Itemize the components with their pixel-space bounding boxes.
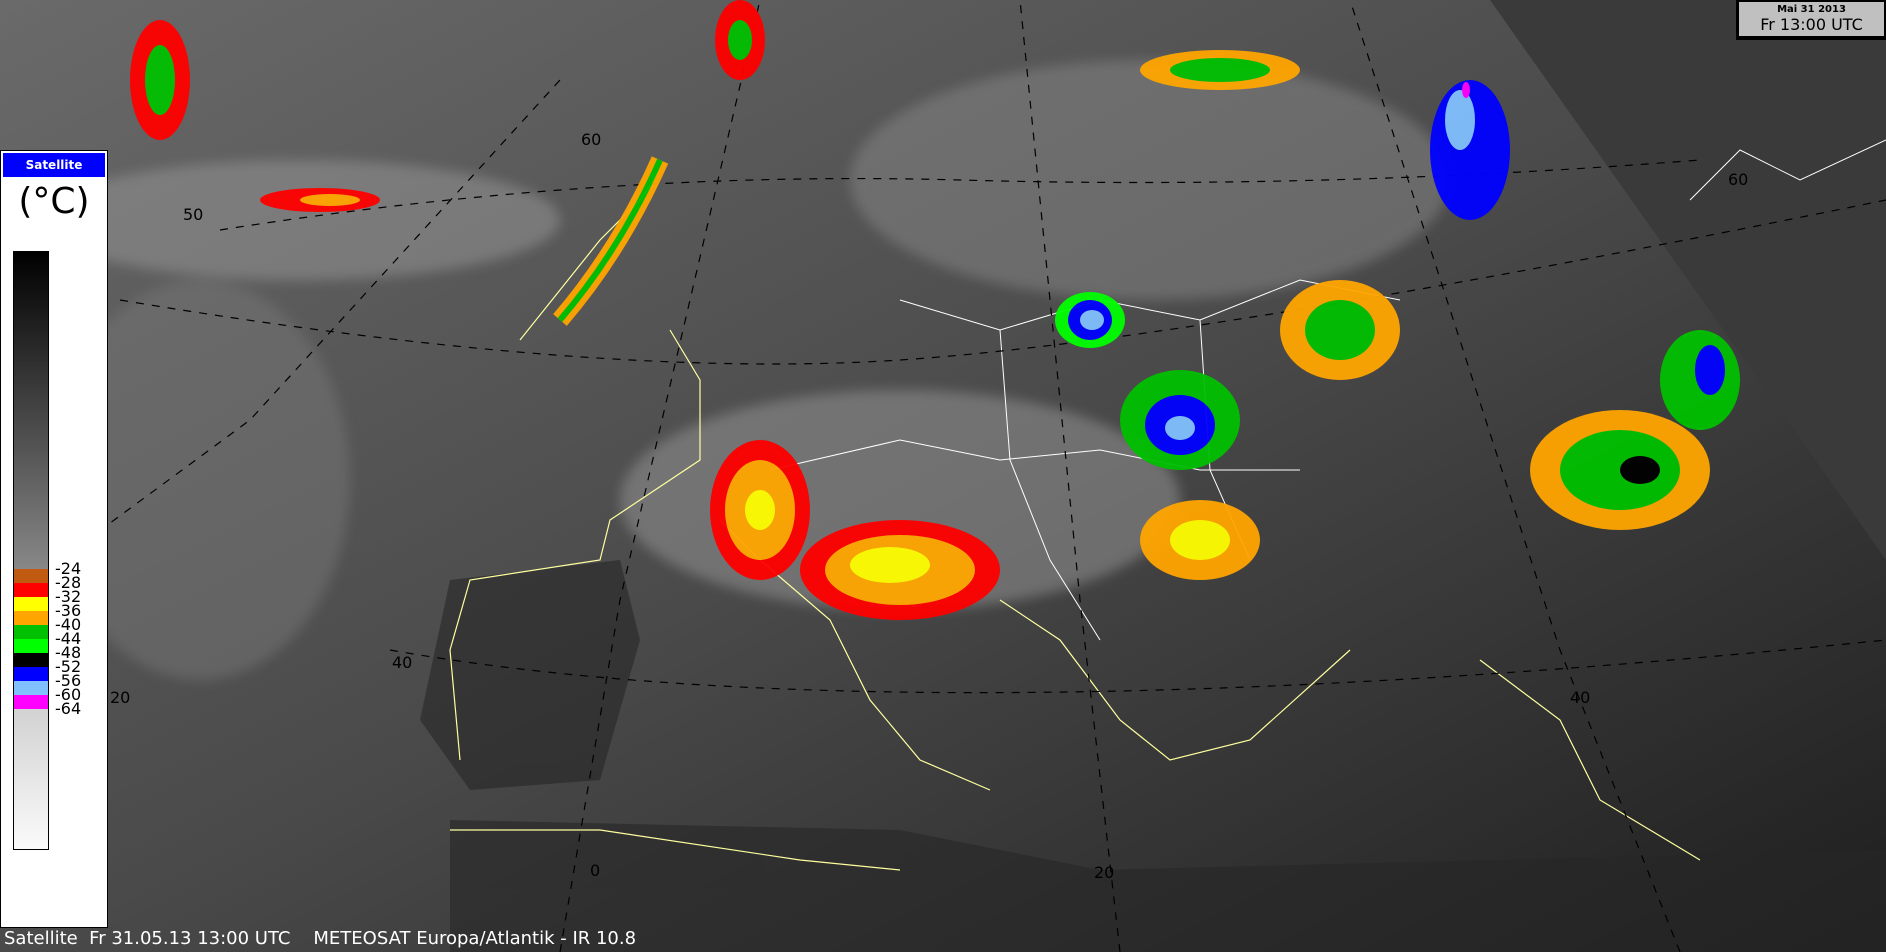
legend-swatch-light [14,709,48,849]
legend-swatch [14,569,48,583]
legend-swatch [14,681,48,695]
image-caption: Satellite Fr 31.05.13 13:00 UTC METEOSAT… [4,928,637,949]
legend-swatch [14,695,48,709]
grid-label-lat: 60 [1728,170,1749,189]
time-label: Fr 13:00 UTC [1760,15,1863,34]
no-data-region [1490,0,1886,560]
grayscale-ramp [13,251,49,570]
legend-label: -32 [55,587,82,606]
legend-label: -48 [55,643,82,662]
grid-label-lon: 20 [1094,863,1115,882]
legend-labels: -24 -28 -32 -36 -40 -44 -48 -52 -56 -60 -64 [55,559,82,718]
cold-cloud-tops [130,0,1740,620]
legend-label: -36 [55,601,82,620]
color-steps [13,569,49,850]
legend-label: -56 [55,671,82,690]
grid-label-lat: 60 [581,130,602,149]
time-box: Mai 31 2013 Fr 13:00 UTC [1736,0,1886,40]
date-label: Mai 31 2013 [1777,4,1846,15]
legend-swatch [14,583,48,597]
graticule [59,0,1886,952]
legend-label: -52 [55,657,82,676]
color-legend: Satellite (°C) -24 -28 -32 -36 -40 -44 -48 -52-… [0,150,108,928]
legend-swatch [14,625,48,639]
legend-title: Satellite [3,153,105,177]
grid-label-lat: 40 [1570,688,1591,707]
grid-label-lat: 40 [392,653,413,672]
grid-label-lon: 0 [590,861,601,880]
legend-label: -28 [55,573,82,592]
grid-label-lon: 20 [110,688,131,707]
legend-label: -40 [55,615,82,634]
legend-label: -64 [55,699,82,718]
grid-label-lat: 50 [183,205,204,224]
legend-swatch [14,639,48,653]
borders [769,139,1886,641]
legend-swatch [14,597,48,611]
legend-label: -44 [55,629,82,648]
land-area [420,560,1886,952]
legend-label: -24 [55,559,82,578]
legend-swatch [14,653,48,667]
legend-unit: (°C) [18,181,90,222]
legend-label: -60 [55,685,82,704]
legend-swatch [14,667,48,681]
legend-swatch [14,611,48,625]
